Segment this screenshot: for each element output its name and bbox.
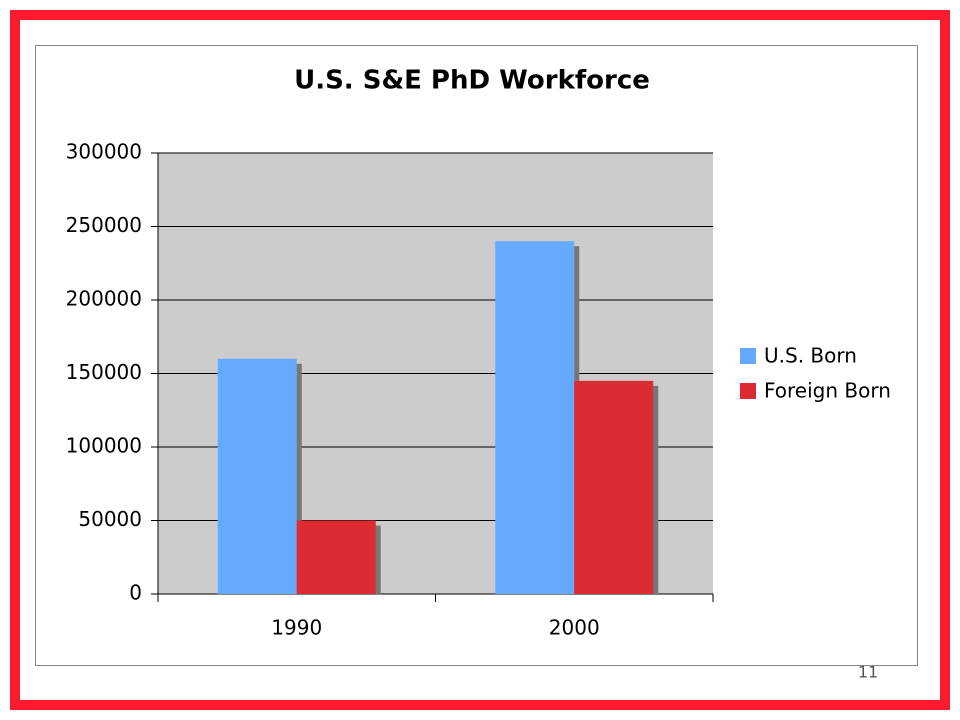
bar — [296, 520, 376, 594]
x-tick-label: 1990 — [271, 616, 322, 640]
y-tick-label: 300000 — [66, 140, 142, 164]
legend-swatch — [740, 383, 756, 399]
slide-frame — [10, 10, 950, 710]
legend-label: U.S. Born — [764, 344, 857, 368]
y-tick-label: 200000 — [66, 287, 142, 311]
legend-swatch — [740, 348, 756, 364]
y-tick-label: 50000 — [78, 507, 142, 531]
y-tick-label: 100000 — [66, 434, 142, 458]
bar — [495, 241, 575, 594]
y-tick-label: 150000 — [66, 360, 142, 384]
legend-label: Foreign Born — [764, 379, 891, 403]
y-tick-label: 0 — [129, 581, 142, 605]
chart-title: U.S. S&E PhD Workforce — [294, 66, 650, 96]
y-tick-label: 250000 — [66, 213, 142, 237]
bar — [217, 358, 297, 594]
x-tick-label: 2000 — [549, 616, 600, 640]
page-number: 11 — [858, 663, 878, 682]
bar — [574, 380, 654, 594]
